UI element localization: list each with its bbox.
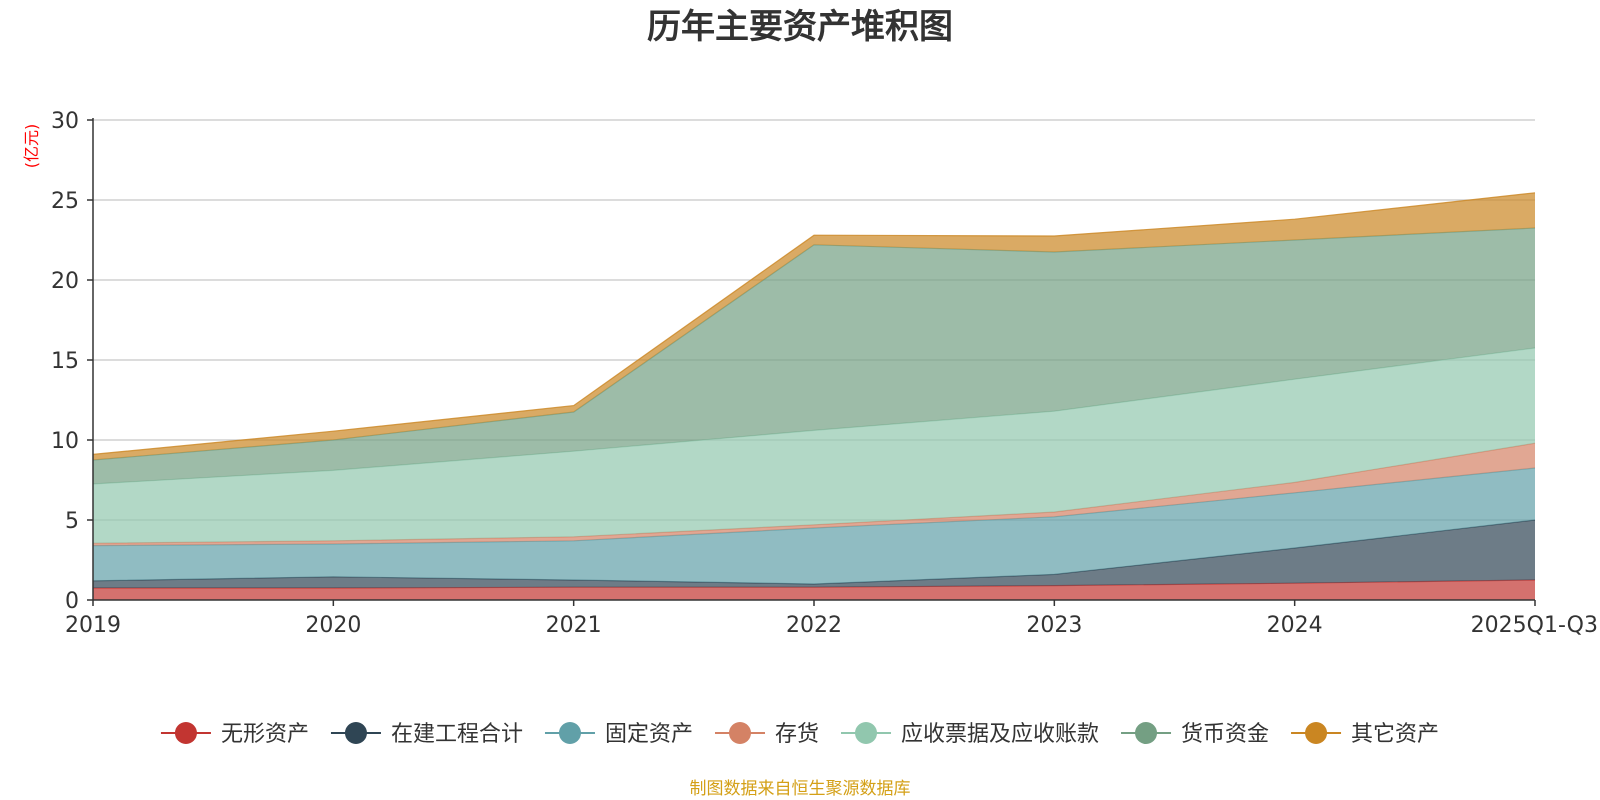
area-edge-其它资产 (92, 192, 1536, 455)
legend-item-在建工程合计[interactable]: 在建工程合计 (330, 722, 523, 747)
legend-circle-symbol (174, 722, 197, 744)
legend-item-其它资产[interactable]: 其它资产 (1291, 722, 1439, 747)
legend-label: 存货 (775, 722, 819, 747)
y-tick-label: 20 (51, 269, 79, 294)
y-tick-label: 10 (51, 429, 79, 454)
legend-circle-symbol (558, 722, 581, 744)
legend: 无形资产 在建工程合计 固定资产 存货 应收票据及应收账款 货币资金 其它资产 (160, 722, 1439, 747)
legend-label: 应收票据及应收账款 (901, 722, 1099, 747)
legend-label: 无形资产 (221, 722, 309, 747)
area-series-layer (92, 192, 1536, 600)
chart-title: 历年主要资产堆积图 (647, 7, 953, 47)
legend-item-应收票据及应收账款[interactable]: 应收票据及应收账款 (841, 722, 1099, 747)
legend-circle-symbol (1305, 722, 1328, 744)
legend-circle-symbol (1135, 722, 1158, 744)
area-在建工程合计 (93, 520, 1535, 588)
x-tick-label: 2022 (786, 613, 842, 638)
legend-label: 在建工程合计 (391, 722, 523, 747)
y-tick-label: 0 (65, 589, 79, 614)
x-tick-label: 2019 (65, 613, 121, 638)
area-货币资金 (93, 228, 1535, 484)
legend-circle-symbol (344, 722, 367, 744)
y-tick-label: 5 (65, 509, 79, 534)
x-tick-label: 2021 (546, 613, 602, 638)
legend-label: 固定资产 (605, 722, 693, 747)
x-tick-label: 2020 (305, 613, 361, 638)
y-tick-label: 25 (51, 189, 79, 214)
y-tick-label: 30 (51, 109, 79, 134)
x-tick-label: 2025Q1-Q3 (1471, 613, 1598, 638)
y-tick-label: 15 (51, 349, 79, 374)
legend-circle-symbol (728, 722, 751, 744)
area-固定资产 (93, 468, 1535, 584)
legend-item-无形资产[interactable]: 无形资产 (160, 722, 309, 747)
area-其它资产 (93, 192, 1535, 461)
y-axis-unit-label: (亿元) (22, 124, 41, 169)
legend-item-存货[interactable]: 存货 (714, 722, 819, 747)
legend-item-货币资金[interactable]: 货币资金 (1121, 722, 1269, 747)
area-应收票据及应收账款 (93, 348, 1535, 544)
legend-item-固定资产[interactable]: 固定资产 (544, 722, 693, 747)
legend-label: 其它资产 (1351, 722, 1439, 747)
x-tick-label: 2023 (1026, 613, 1082, 638)
legend-label: 货币资金 (1181, 722, 1269, 747)
x-tick-label: 2024 (1267, 613, 1323, 638)
data-source-note: 制图数据来自恒生聚源数据库 (690, 779, 911, 799)
axes: 0 5 10 15 20 25 30 2019 2020 2021 2022 2023 2024 2025… (51, 109, 1598, 638)
legend-circle-symbol (855, 722, 878, 744)
